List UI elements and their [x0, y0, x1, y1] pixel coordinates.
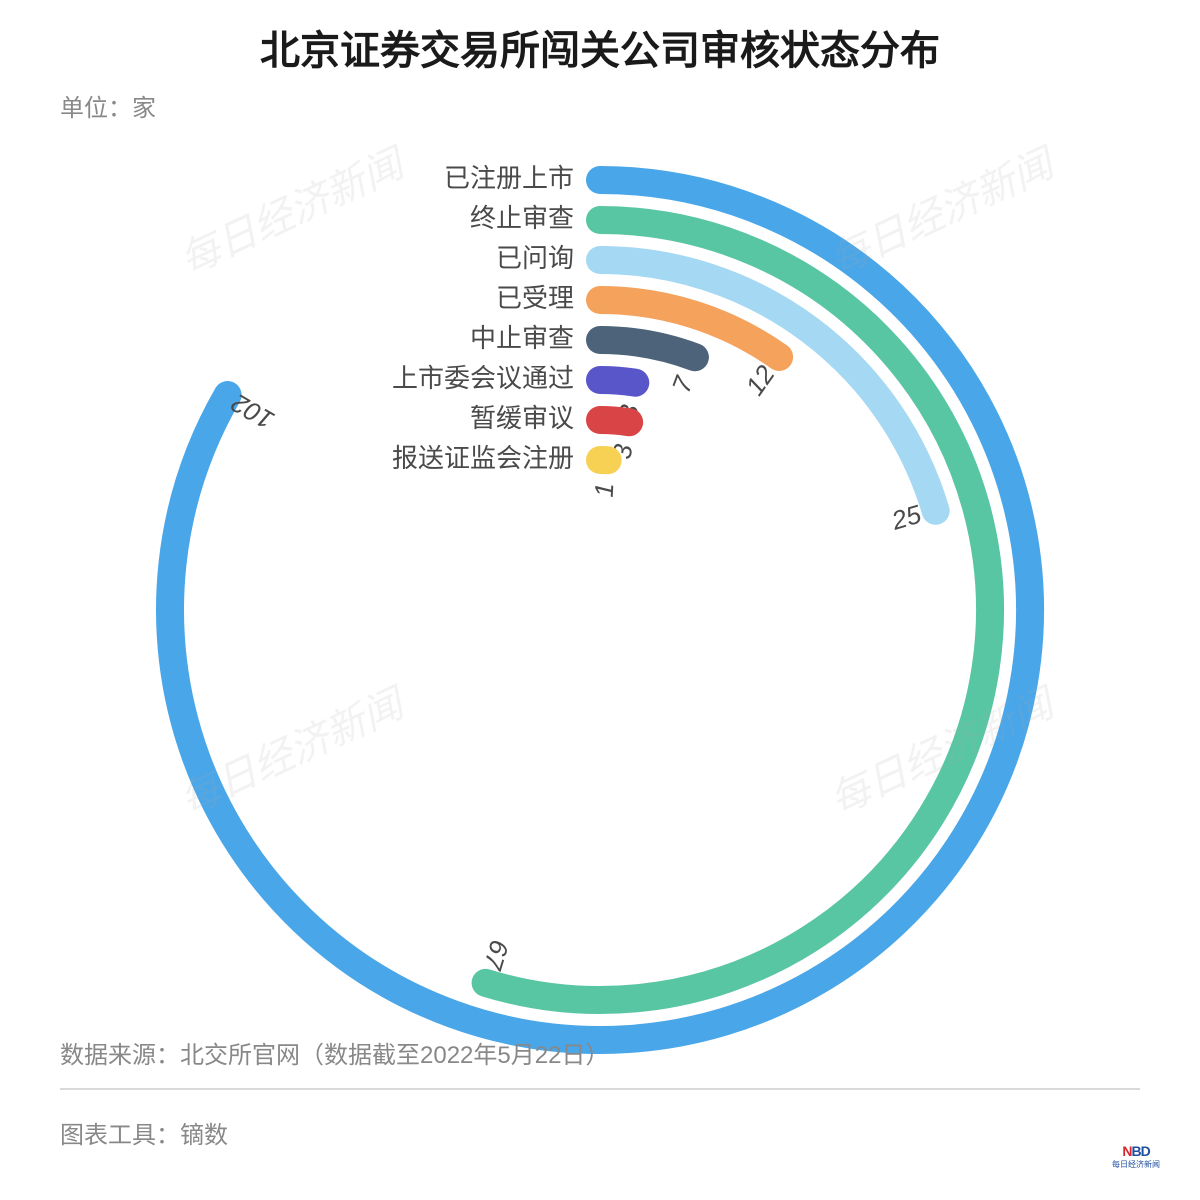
data-source-label: 数据来源：北交所官网（数据截至2022年5月22日） [60, 1035, 1140, 1090]
radial-bar-category-label: 已受理 [496, 283, 574, 313]
radial-bar-chart: 已注册上市102终止审查67已问询25已受理12中止审查7上市委会议通过3暂缓审… [50, 160, 1050, 1040]
radial-bar-arc [600, 380, 635, 383]
radial-bar-value-label: 67 [477, 937, 515, 975]
radial-bar-category-label: 上市委会议通过 [392, 363, 574, 393]
logo-letter-d: D [1141, 1143, 1150, 1159]
radial-bar-category-label: 报送证监会注册 [392, 443, 574, 473]
radial-bar-value-label: 7 [666, 371, 700, 397]
chart-title: 北京证券交易所闯关公司审核状态分布 [0, 18, 1200, 76]
chart-tool-label: 图表工具：镝数 [60, 1115, 228, 1150]
radial-bar-arc [600, 340, 695, 357]
radial-bar-category-label: 已注册上市 [444, 163, 574, 193]
radial-bar-arc [600, 420, 629, 422]
nbd-logo-subtext: 每日经济新闻 [1112, 1159, 1160, 1170]
radial-bar-category-label: 中止审查 [470, 323, 574, 353]
logo-letter-b: B [1131, 1143, 1140, 1159]
radial-bar-category-label: 终止审查 [470, 203, 574, 233]
radial-bar-category-label: 暂缓审议 [470, 403, 574, 433]
radial-bar-category-label: 已问询 [496, 243, 574, 273]
nbd-logo: NBD 每日经济新闻 [1112, 1143, 1160, 1170]
radial-bar-value-label: 1 [589, 482, 620, 498]
nbd-logo-text: NBD [1112, 1143, 1160, 1159]
unit-label: 单位：家 [60, 88, 156, 123]
page-root: 北京证券交易所闯关公司审核状态分布 单位：家 已注册上市102终止审查67已问询… [0, 0, 1200, 1200]
